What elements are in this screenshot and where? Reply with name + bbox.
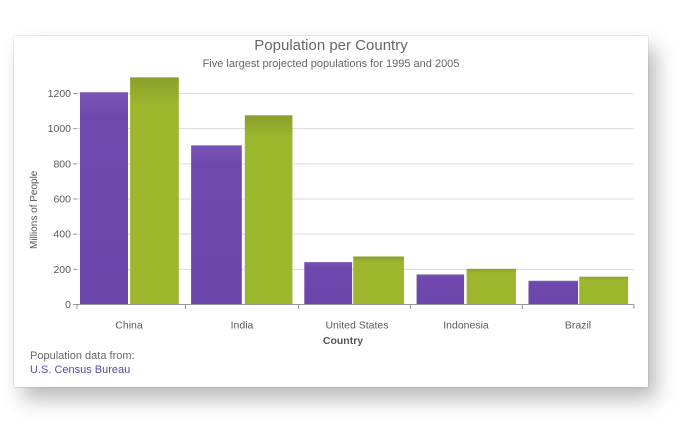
svg-text:200: 200: [53, 264, 71, 276]
svg-text:0: 0: [65, 299, 71, 311]
svg-text:800: 800: [53, 158, 71, 170]
svg-text:United States: United States: [325, 319, 388, 331]
svg-text:Brazil: Brazil: [565, 319, 591, 331]
svg-text:Indonesia: Indonesia: [443, 319, 489, 331]
svg-text:1200: 1200: [48, 88, 72, 100]
svg-text:India: India: [231, 319, 254, 331]
svg-text:1000: 1000: [48, 123, 72, 135]
svg-text:400: 400: [53, 229, 71, 241]
svg-text:600: 600: [53, 194, 71, 206]
svg-text:China: China: [115, 319, 143, 331]
